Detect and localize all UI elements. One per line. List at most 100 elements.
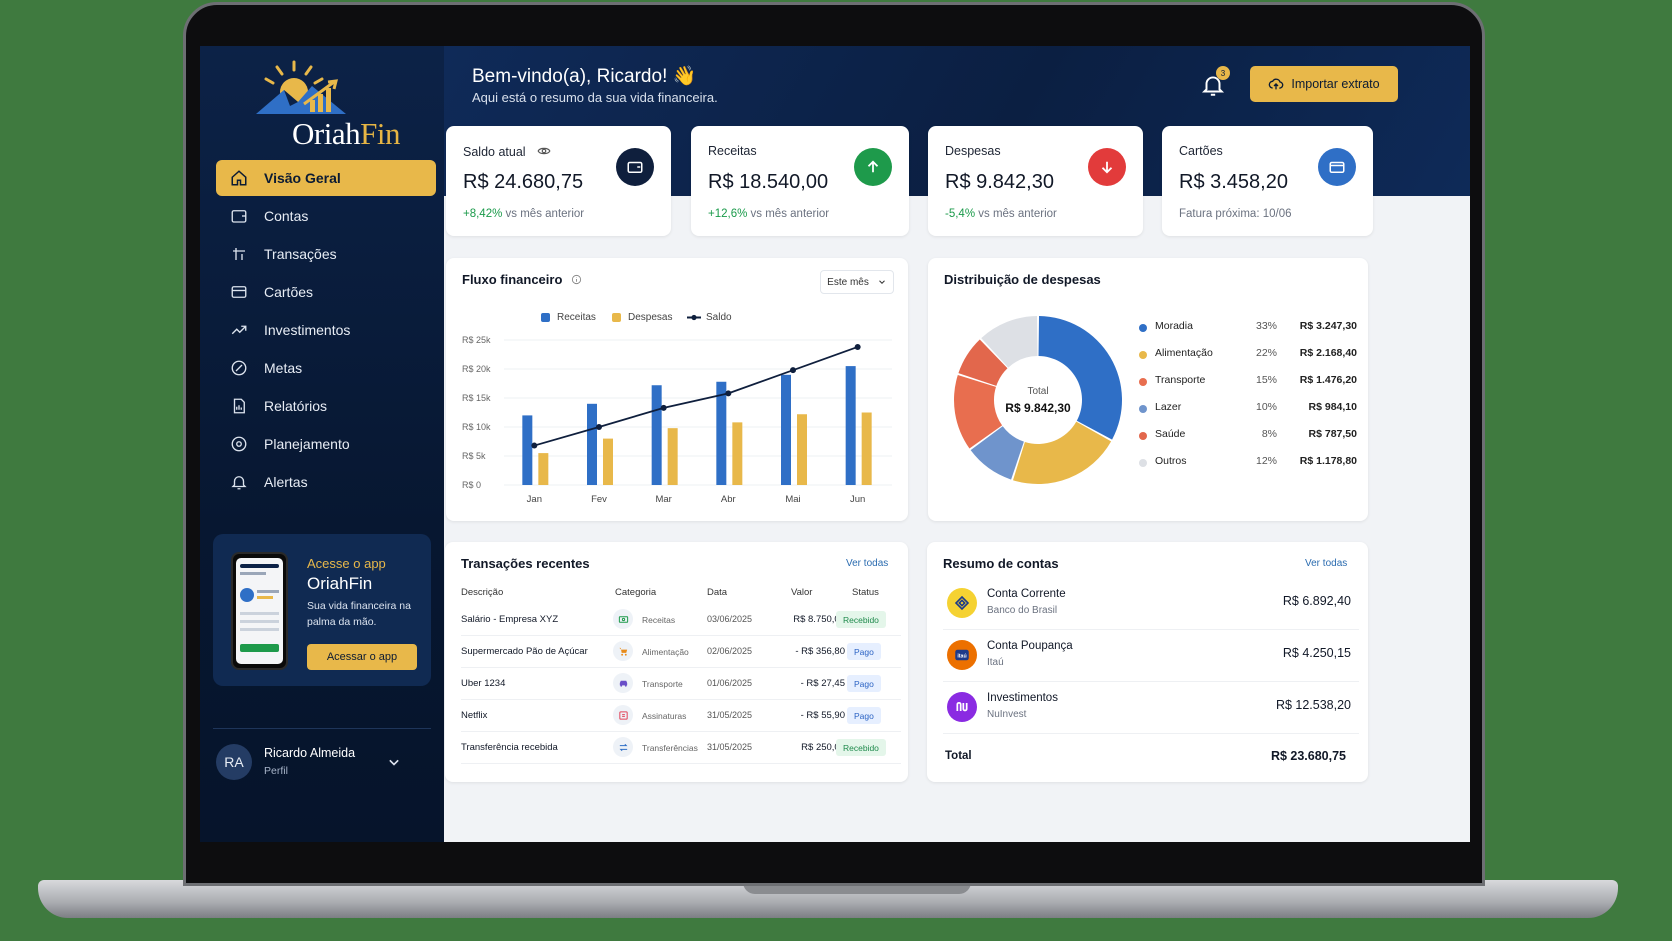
stat-card-saldo: Saldo atual R$ 24.680,75 +8,42% vs mês a… xyxy=(446,126,671,236)
y-tick-label: R$ 0 xyxy=(462,480,481,490)
bell-icon xyxy=(228,471,250,493)
stat-delta: +8,42% xyxy=(463,208,503,220)
sidebar-item-cartoes[interactable]: Cartões xyxy=(216,274,436,310)
period-select[interactable]: Este mês xyxy=(820,270,894,294)
bar-despesas xyxy=(538,453,549,485)
saldo-line xyxy=(534,346,858,447)
sidebar-item-label: Visão Geral xyxy=(264,170,341,186)
sidebar-divider xyxy=(213,728,431,729)
phone-mockup-icon xyxy=(231,552,288,670)
legend-category: Saúde xyxy=(1155,428,1186,440)
legend-swatch xyxy=(1139,324,1147,332)
account-balance: R$ 6.892,40 xyxy=(1282,594,1351,608)
sidebar-item-relatorios[interactable]: Relatórios xyxy=(216,388,436,424)
stat-footer: +8,42% vs mês anterior xyxy=(463,208,584,220)
column-header: Valor xyxy=(791,587,813,598)
legend-percent: 15% xyxy=(1255,374,1277,386)
home-icon xyxy=(228,167,250,189)
legend-item: Outros 12% R$ 1.178,80 xyxy=(1139,455,1359,475)
y-tick-label: R$ 15k xyxy=(462,393,491,403)
cart-icon xyxy=(613,641,633,661)
account-item[interactable]: Investimentos NuInvest R$ 12.538,20 xyxy=(943,682,1359,734)
saldo-point xyxy=(790,367,796,374)
transaction-category: Receitas xyxy=(642,615,676,625)
view-all-accounts-link[interactable]: Ver todas xyxy=(1305,558,1348,569)
account-bank: NuInvest xyxy=(987,709,1027,720)
legend-swatch xyxy=(612,313,621,322)
stat-footer: -5,4% vs mês anterior xyxy=(945,208,1057,220)
x-tick-label: Abr xyxy=(721,494,736,505)
bar-despesas xyxy=(603,438,613,485)
bank-itau-icon: itaú xyxy=(947,640,977,670)
stat-delta-text: vs mês anterior xyxy=(505,208,585,220)
chevron-down-icon[interactable] xyxy=(384,752,404,772)
notification-bell-icon[interactable] xyxy=(1200,72,1226,98)
table-row[interactable]: Netflix Assinaturas 31/05/2025 - R$ 55,9… xyxy=(461,700,901,732)
column-header: Data xyxy=(707,587,728,598)
bar-receitas xyxy=(587,403,597,485)
eye-icon[interactable] xyxy=(537,144,551,158)
transaction-category: Assinaturas xyxy=(642,711,687,721)
donut-slice xyxy=(954,375,1003,449)
table-row[interactable]: Uber 1234 Transporte 01/06/2025 - R$ 27,… xyxy=(461,668,901,700)
access-app-button[interactable]: Acessar o app xyxy=(307,644,417,670)
notification-badge: 3 xyxy=(1216,66,1230,80)
panel-title: Fluxo financeiro xyxy=(462,272,582,287)
legend-line-marker xyxy=(687,314,701,321)
sidebar-item-transacoes[interactable]: Transações xyxy=(216,236,436,272)
legend-percent: 12% xyxy=(1255,455,1277,467)
logo-text-main: Oriah xyxy=(292,116,361,151)
sidebar-item-visao-geral[interactable]: Visão Geral xyxy=(216,160,436,196)
info-icon[interactable] xyxy=(571,274,582,285)
x-tick-label: Jun xyxy=(850,494,865,505)
period-select-value: Este mês xyxy=(827,276,869,288)
sidebar-item-metas[interactable]: Metas xyxy=(216,350,436,386)
legend-item: Saúde 8% R$ 787,50 xyxy=(1139,428,1359,448)
sidebar-item-label: Relatórios xyxy=(264,398,328,414)
account-bank: Banco do Brasil xyxy=(987,605,1058,616)
wallet-icon xyxy=(228,205,250,227)
legend-amount: R$ 1.178,80 xyxy=(1299,455,1357,467)
sidebar-item-investimentos[interactable]: Investimentos xyxy=(216,312,436,348)
donut-slice xyxy=(1038,316,1122,440)
legend-percent: 8% xyxy=(1261,428,1277,440)
sidebar-item-alertas[interactable]: Alertas xyxy=(216,464,436,500)
credit-card-icon xyxy=(228,281,250,303)
account-item[interactable]: itaú Conta Poupança Itaú R$ 4.250,15 xyxy=(943,630,1359,682)
transaction-description: Uber 1234 xyxy=(461,678,506,689)
transaction-category: Transporte xyxy=(642,679,683,689)
sidebar-item-planejamento[interactable]: Planejamento xyxy=(216,426,436,462)
transaction-value: R$ 8.750,00 xyxy=(793,614,845,625)
panel-title: Distribuição de despesas xyxy=(944,272,1101,287)
page-subtitle: Aqui está o resumo da sua vida financeir… xyxy=(472,90,718,105)
account-balance: R$ 4.250,15 xyxy=(1282,646,1351,660)
transaction-value: R$ 250,00 xyxy=(801,742,845,753)
logo[interactable]: OriahFin xyxy=(250,60,400,151)
legend-percent: 22% xyxy=(1255,347,1277,359)
account-item[interactable]: Conta Corrente Banco do Brasil R$ 6.892,… xyxy=(943,578,1359,630)
legend-category: Lazer xyxy=(1155,401,1182,413)
transfer-icon xyxy=(228,243,250,265)
user-role: Perfil xyxy=(264,765,288,777)
sidebar-item-label: Cartões xyxy=(264,284,314,300)
column-header: Categoria xyxy=(615,587,657,598)
donut-slice xyxy=(981,316,1038,368)
stat-label: Despesas xyxy=(945,144,1001,158)
legend-despesas: Despesas xyxy=(612,312,672,323)
user-profile[interactable]: RA Ricardo Almeida Perfil xyxy=(216,744,426,784)
target-icon xyxy=(228,357,250,379)
stat-card-receitas: Receitas R$ 18.540,00 +12,6% vs mês ante… xyxy=(691,126,909,236)
table-row[interactable]: Salário - Empresa XYZ Receitas 03/06/202… xyxy=(461,604,901,636)
table-row[interactable]: Transferência recebida Transferências 31… xyxy=(461,732,901,764)
import-statement-button[interactable]: Importar extrato xyxy=(1250,66,1398,102)
transaction-value: - R$ 356,80 xyxy=(795,646,845,657)
stat-delta-text: vs mês anterior xyxy=(978,208,1057,220)
logo-text-accent: Fin xyxy=(360,116,400,151)
y-tick-label: R$ 25k xyxy=(462,335,491,345)
sidebar-item-contas[interactable]: Contas xyxy=(216,198,436,234)
table-row[interactable]: Supermercado Pão de Açúcar Alimentação 0… xyxy=(461,636,901,668)
x-tick-label: Fev xyxy=(591,494,607,505)
view-all-transactions-link[interactable]: Ver todas xyxy=(846,558,889,569)
promo-tagline: Acesse o app xyxy=(307,556,386,571)
legend-swatch xyxy=(1139,459,1147,467)
